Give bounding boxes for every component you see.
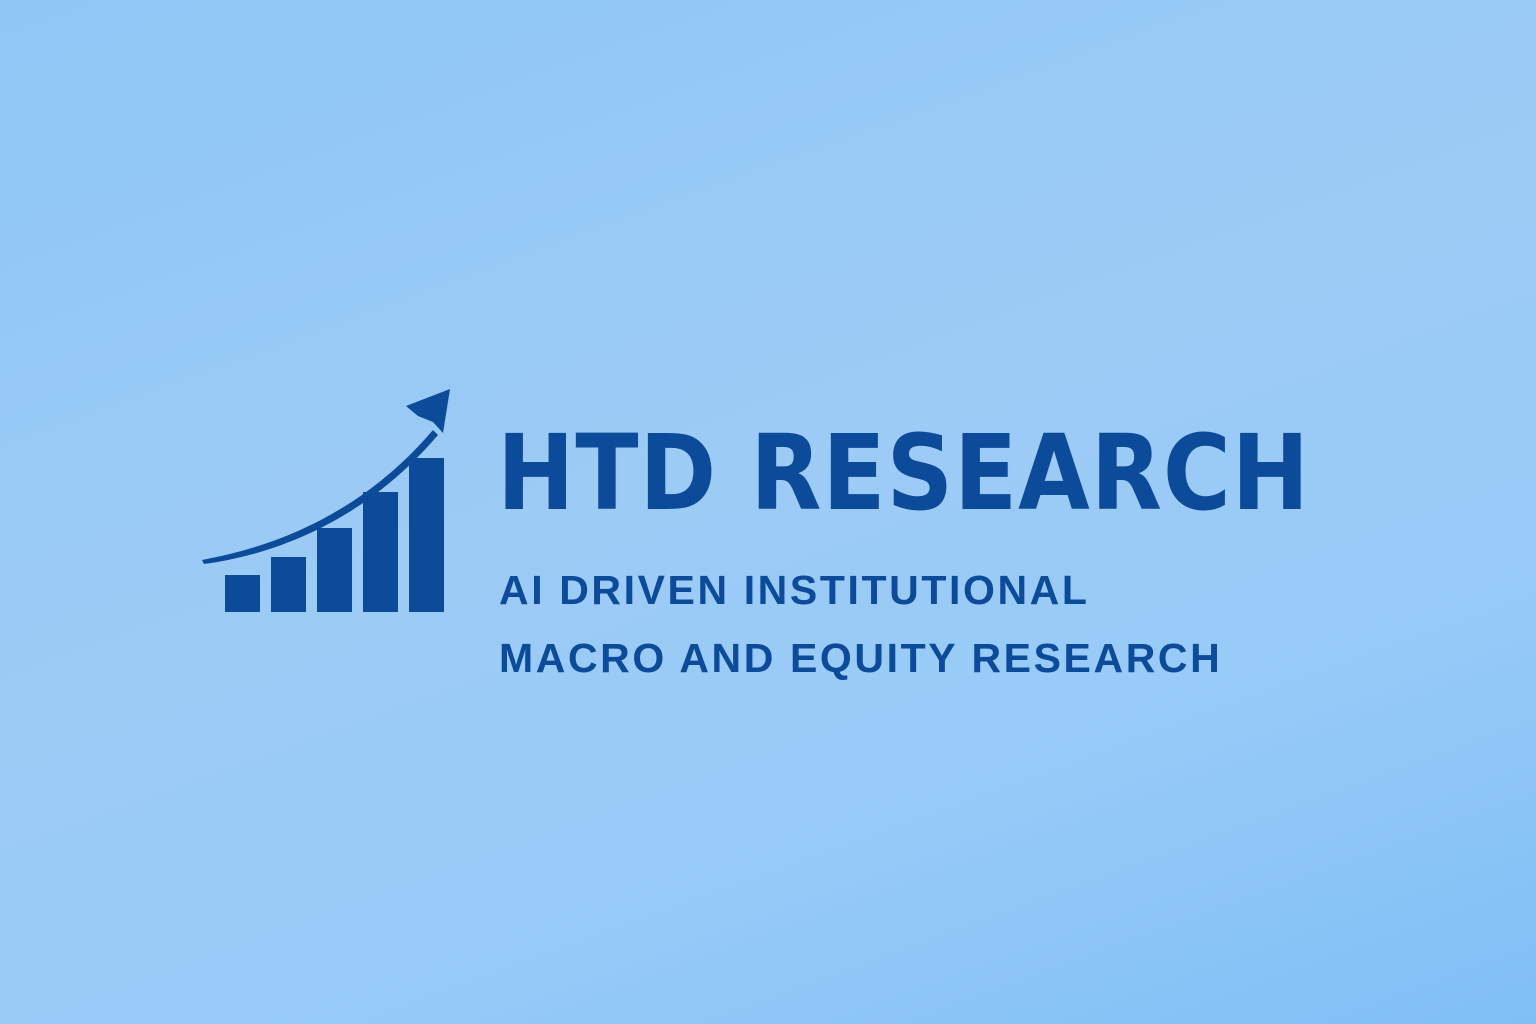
bar-1: [225, 575, 260, 612]
tagline-line-2: MACRO AND EQUITY RESEARCH: [499, 635, 1223, 681]
bar-5: [409, 458, 444, 612]
growth-arrow-head: [406, 389, 450, 433]
bar-3: [317, 528, 352, 612]
bar-4: [363, 492, 398, 612]
bar-2: [271, 557, 306, 612]
tagline-line-1: AI DRIVEN INSTITUTIONAL: [499, 567, 1090, 613]
tagline: AI DRIVEN INSTITUTIONAL MACRO AND EQUITY…: [499, 556, 1222, 692]
bar-chart-growth-arrow-icon: [202, 389, 450, 612]
brand-name: HTD RESEARCH: [497, 412, 1311, 534]
bar-group: [225, 458, 444, 612]
logo-icon: [200, 386, 452, 614]
